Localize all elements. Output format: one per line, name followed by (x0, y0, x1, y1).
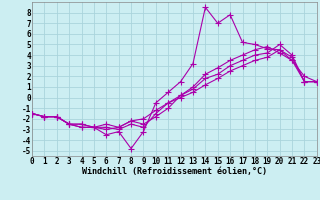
X-axis label: Windchill (Refroidissement éolien,°C): Windchill (Refroidissement éolien,°C) (82, 167, 267, 176)
